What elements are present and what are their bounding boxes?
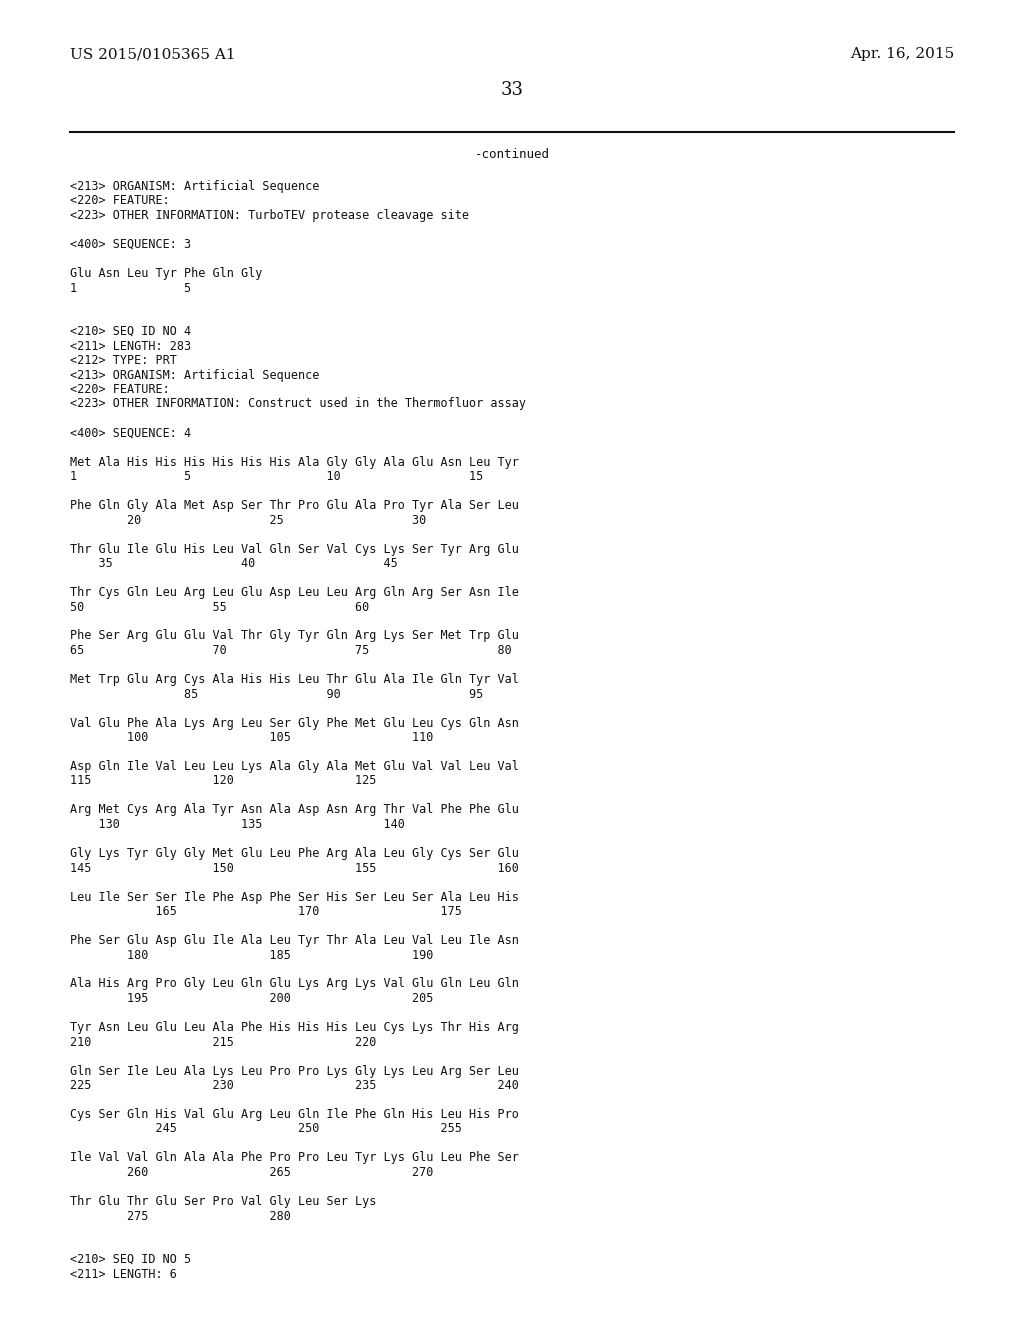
Text: 1               5                   10                  15: 1 5 10 15 <box>70 470 483 483</box>
Text: <210> SEQ ID NO 5: <210> SEQ ID NO 5 <box>70 1253 191 1266</box>
Text: <220> FEATURE:: <220> FEATURE: <box>70 383 170 396</box>
Text: <400> SEQUENCE: 3: <400> SEQUENCE: 3 <box>70 238 191 251</box>
Text: <212> TYPE: PRT: <212> TYPE: PRT <box>70 354 177 367</box>
Text: 50                  55                  60: 50 55 60 <box>70 601 370 614</box>
Text: <223> OTHER INFORMATION: TurboTEV protease cleavage site: <223> OTHER INFORMATION: TurboTEV protea… <box>70 209 469 222</box>
Text: 130                 135                 140: 130 135 140 <box>70 818 404 832</box>
Text: US 2015/0105365 A1: US 2015/0105365 A1 <box>70 48 236 61</box>
Text: 225                 230                 235                 240: 225 230 235 240 <box>70 1078 519 1092</box>
Text: 210                 215                 220: 210 215 220 <box>70 1035 377 1048</box>
Text: 1               5: 1 5 <box>70 281 191 294</box>
Text: Met Trp Glu Arg Cys Ala His His Leu Thr Glu Ala Ile Gln Tyr Val: Met Trp Glu Arg Cys Ala His His Leu Thr … <box>70 673 519 686</box>
Text: 65                  70                  75                  80: 65 70 75 80 <box>70 644 512 657</box>
Text: <213> ORGANISM: Artificial Sequence: <213> ORGANISM: Artificial Sequence <box>70 180 319 193</box>
Text: 35                  40                  45: 35 40 45 <box>70 557 397 570</box>
Text: <223> OTHER INFORMATION: Construct used in the Thermofluor assay: <223> OTHER INFORMATION: Construct used … <box>70 397 526 411</box>
Text: 100                 105                 110: 100 105 110 <box>70 731 433 744</box>
Text: 115                 120                 125: 115 120 125 <box>70 775 377 788</box>
Text: Tyr Asn Leu Glu Leu Ala Phe His His His Leu Cys Lys Thr His Arg: Tyr Asn Leu Glu Leu Ala Phe His His His … <box>70 1020 519 1034</box>
Text: <211> LENGTH: 6: <211> LENGTH: 6 <box>70 1267 177 1280</box>
Text: <213> ORGANISM: Artificial Sequence: <213> ORGANISM: Artificial Sequence <box>70 368 319 381</box>
Text: 85                  90                  95: 85 90 95 <box>70 688 483 701</box>
Text: <400> SEQUENCE: 4: <400> SEQUENCE: 4 <box>70 426 191 440</box>
Text: 165                 170                 175: 165 170 175 <box>70 906 462 917</box>
Text: 20                  25                  30: 20 25 30 <box>70 513 426 527</box>
Text: Val Glu Phe Ala Lys Arg Leu Ser Gly Phe Met Glu Leu Cys Gln Asn: Val Glu Phe Ala Lys Arg Leu Ser Gly Phe … <box>70 717 519 730</box>
Text: Thr Cys Gln Leu Arg Leu Glu Asp Leu Leu Arg Gln Arg Ser Asn Ile: Thr Cys Gln Leu Arg Leu Glu Asp Leu Leu … <box>70 586 519 599</box>
Text: Gln Ser Ile Leu Ala Lys Leu Pro Pro Lys Gly Lys Leu Arg Ser Leu: Gln Ser Ile Leu Ala Lys Leu Pro Pro Lys … <box>70 1064 519 1077</box>
Text: Asp Gln Ile Val Leu Leu Lys Ala Gly Ala Met Glu Val Val Leu Val: Asp Gln Ile Val Leu Leu Lys Ala Gly Ala … <box>70 760 519 774</box>
Text: Leu Ile Ser Ser Ile Phe Asp Phe Ser His Ser Leu Ser Ala Leu His: Leu Ile Ser Ser Ile Phe Asp Phe Ser His … <box>70 891 519 903</box>
Text: Phe Ser Arg Glu Glu Val Thr Gly Tyr Gln Arg Lys Ser Met Trp Glu: Phe Ser Arg Glu Glu Val Thr Gly Tyr Gln … <box>70 630 519 643</box>
Text: Thr Glu Thr Glu Ser Pro Val Gly Leu Ser Lys: Thr Glu Thr Glu Ser Pro Val Gly Leu Ser … <box>70 1195 377 1208</box>
Text: Ala His Arg Pro Gly Leu Gln Glu Lys Arg Lys Val Glu Gln Leu Gln: Ala His Arg Pro Gly Leu Gln Glu Lys Arg … <box>70 978 519 990</box>
Text: Met Ala His His His His His His Ala Gly Gly Ala Glu Asn Leu Tyr: Met Ala His His His His His His Ala Gly … <box>70 455 519 469</box>
Text: Phe Gln Gly Ala Met Asp Ser Thr Pro Glu Ala Pro Tyr Ala Ser Leu: Phe Gln Gly Ala Met Asp Ser Thr Pro Glu … <box>70 499 519 512</box>
Text: Apr. 16, 2015: Apr. 16, 2015 <box>850 48 954 61</box>
Text: Phe Ser Glu Asp Glu Ile Ala Leu Tyr Thr Ala Leu Val Leu Ile Asn: Phe Ser Glu Asp Glu Ile Ala Leu Tyr Thr … <box>70 935 519 946</box>
Text: 195                 200                 205: 195 200 205 <box>70 993 433 1005</box>
Text: Thr Glu Ile Glu His Leu Val Gln Ser Val Cys Lys Ser Tyr Arg Glu: Thr Glu Ile Glu His Leu Val Gln Ser Val … <box>70 543 519 556</box>
Text: 275                 280: 275 280 <box>70 1209 291 1222</box>
Text: -continued: -continued <box>474 148 550 161</box>
Text: 145                 150                 155                 160: 145 150 155 160 <box>70 862 519 875</box>
Text: Cys Ser Gln His Val Glu Arg Leu Gln Ile Phe Gln His Leu His Pro: Cys Ser Gln His Val Glu Arg Leu Gln Ile … <box>70 1107 519 1121</box>
Text: <211> LENGTH: 283: <211> LENGTH: 283 <box>70 339 191 352</box>
Text: 260                 265                 270: 260 265 270 <box>70 1166 433 1179</box>
Text: Arg Met Cys Arg Ala Tyr Asn Ala Asp Asn Arg Thr Val Phe Phe Glu: Arg Met Cys Arg Ala Tyr Asn Ala Asp Asn … <box>70 804 519 817</box>
Text: 33: 33 <box>501 81 523 99</box>
Text: Ile Val Val Gln Ala Ala Phe Pro Pro Leu Tyr Lys Glu Leu Phe Ser: Ile Val Val Gln Ala Ala Phe Pro Pro Leu … <box>70 1151 519 1164</box>
Text: 180                 185                 190: 180 185 190 <box>70 949 433 961</box>
Text: <210> SEQ ID NO 4: <210> SEQ ID NO 4 <box>70 325 191 338</box>
Text: Gly Lys Tyr Gly Gly Met Glu Leu Phe Arg Ala Leu Gly Cys Ser Glu: Gly Lys Tyr Gly Gly Met Glu Leu Phe Arg … <box>70 847 519 861</box>
Text: <220> FEATURE:: <220> FEATURE: <box>70 194 170 207</box>
Text: 245                 250                 255: 245 250 255 <box>70 1122 462 1135</box>
Text: Glu Asn Leu Tyr Phe Gln Gly: Glu Asn Leu Tyr Phe Gln Gly <box>70 267 262 280</box>
